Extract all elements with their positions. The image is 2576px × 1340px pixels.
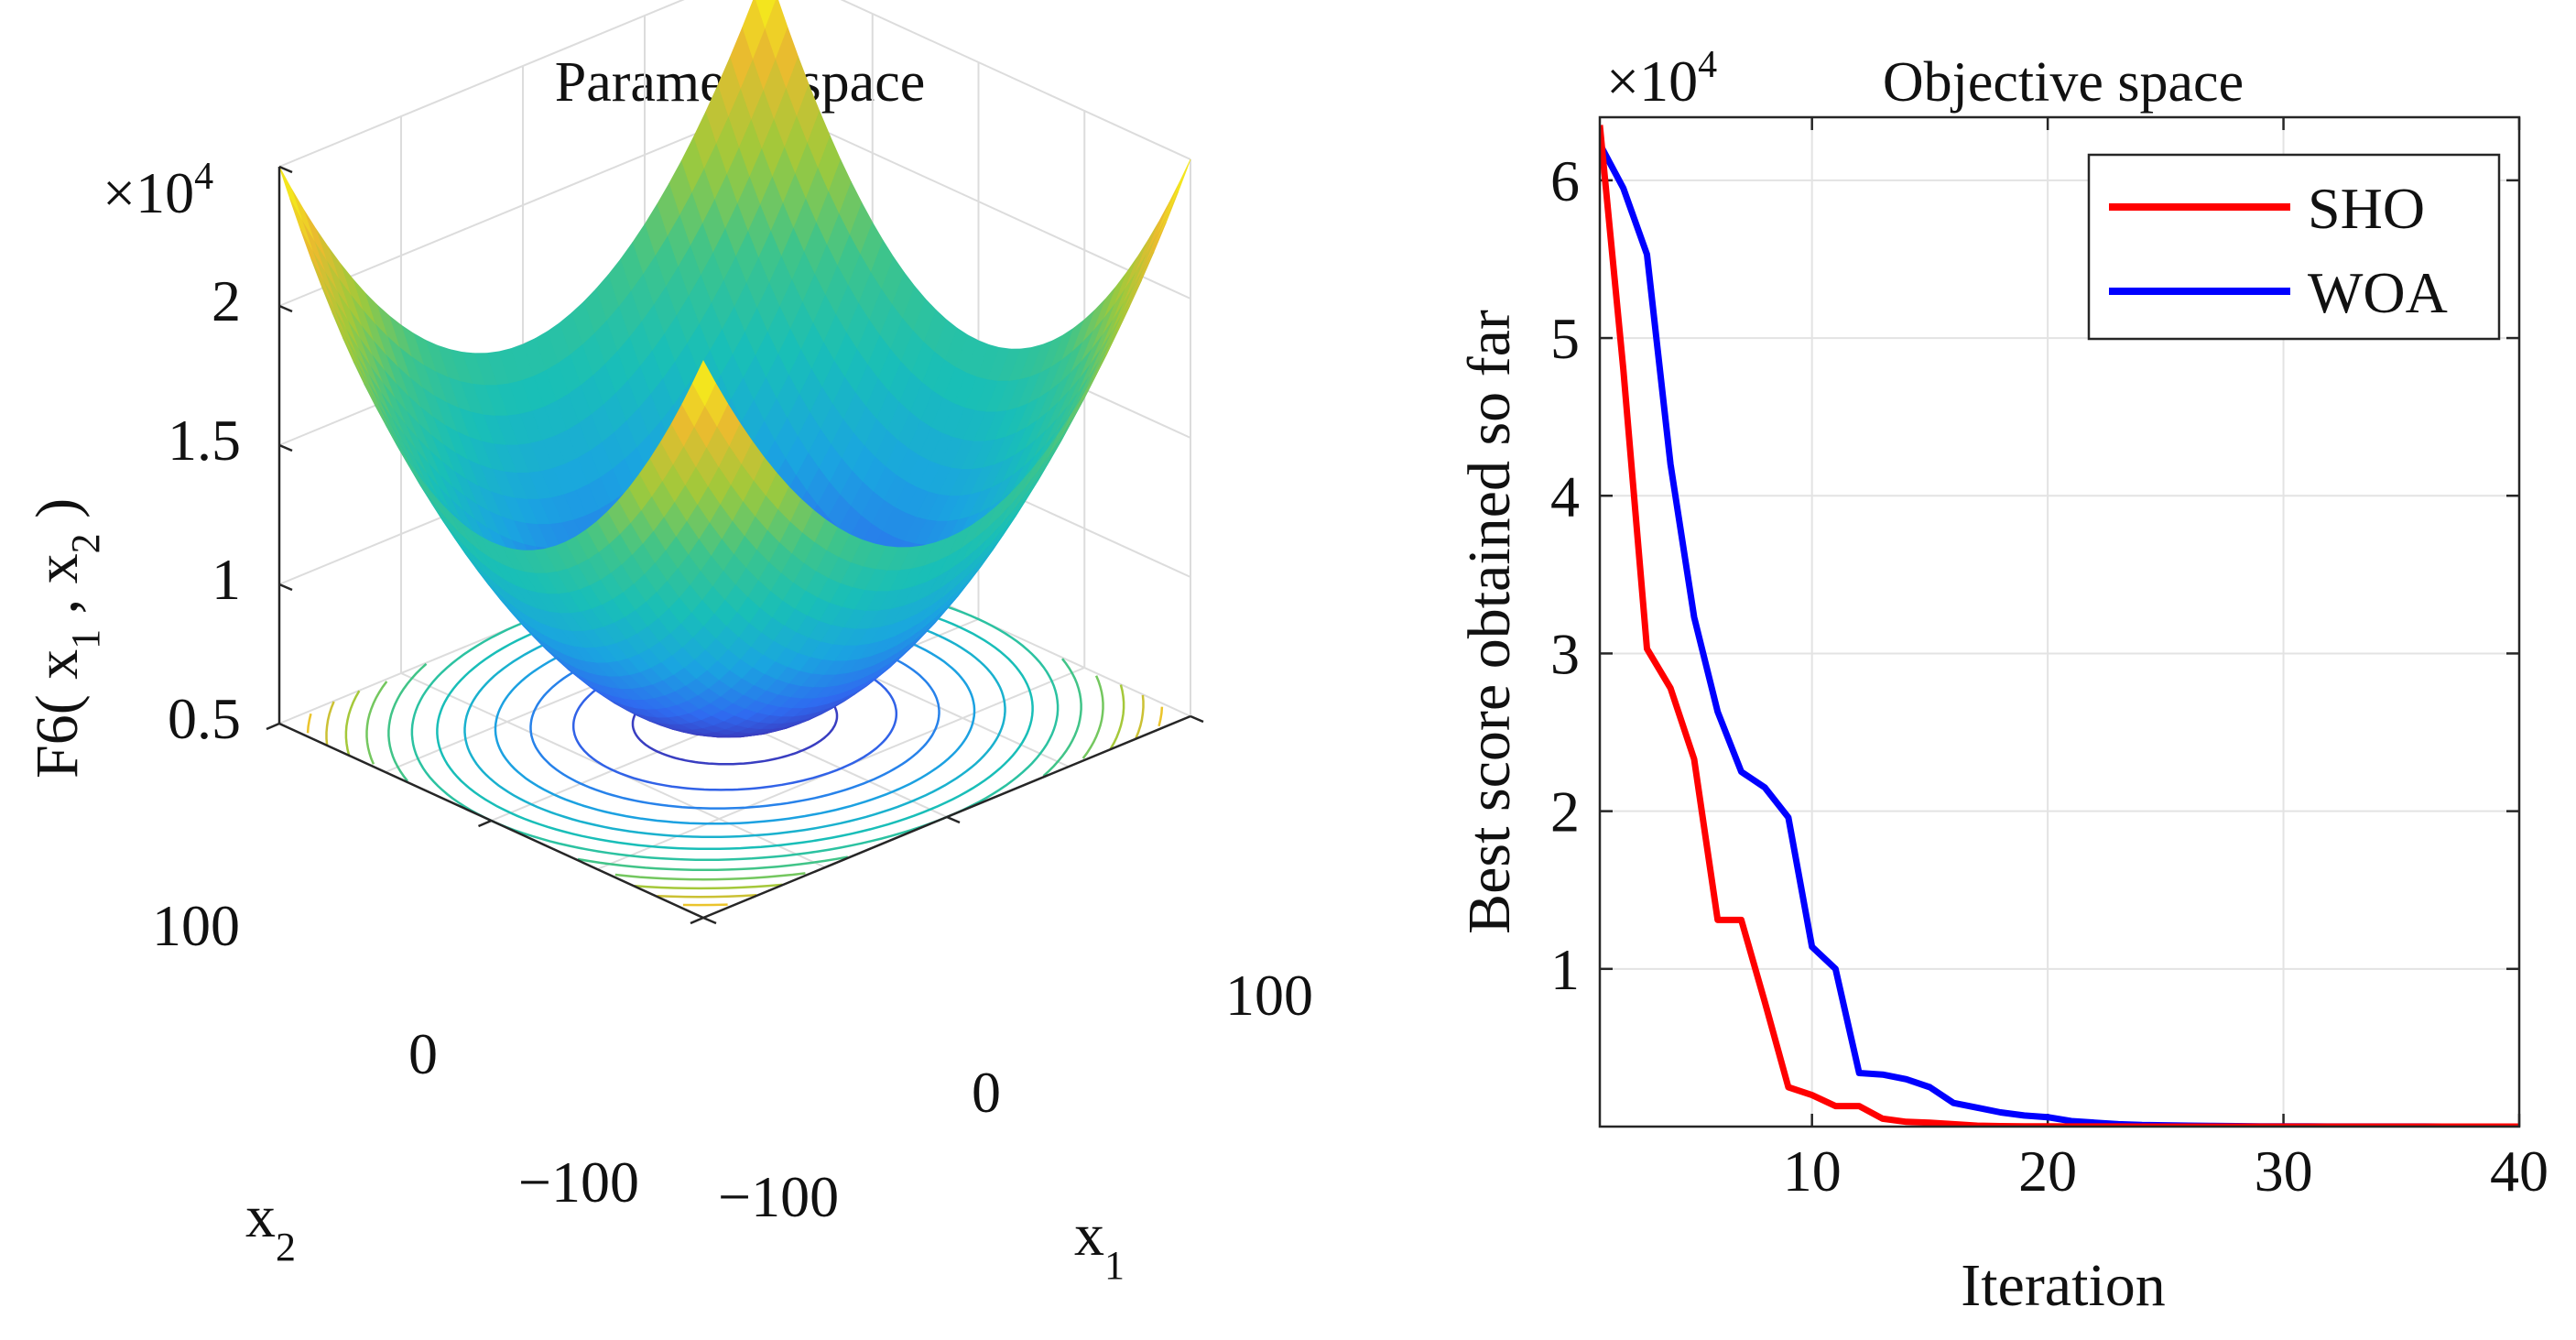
y-axis-label: Best score obtained so far bbox=[1456, 310, 1523, 934]
legend: SHO WOA bbox=[2087, 153, 2501, 341]
surface-z-axis-label: F6( x1 , x2 ) bbox=[24, 498, 108, 779]
y-tick-label: 1 bbox=[1550, 937, 1580, 1002]
surface-x2-tick-label: 0 bbox=[408, 1021, 438, 1086]
surface-patch bbox=[691, 360, 716, 407]
surface-x2-tick-label: −100 bbox=[518, 1149, 639, 1215]
surface-x2-tick-mark bbox=[478, 819, 492, 828]
surface-x2-axis-label: x2 bbox=[245, 1183, 296, 1269]
surface-z-tick-labels: 0.5 1 1.5 2 bbox=[168, 268, 241, 751]
line-chart-title: Objective space bbox=[1883, 51, 2244, 114]
surface-z-tick-label: 1 bbox=[212, 547, 241, 612]
y-tick-label: 2 bbox=[1550, 779, 1580, 844]
legend-label-sho: SHO bbox=[2308, 176, 2425, 241]
convergence-chart: Objective space ×104 1 2 3 4 5 6 10 20 30 40 Ite… bbox=[1456, 44, 2549, 1319]
y-tick-label: 3 bbox=[1550, 621, 1580, 686]
surface-axis-lines bbox=[266, 165, 1204, 925]
surface-x1-tick-mark bbox=[946, 815, 961, 824]
surface-x1-tick-mark bbox=[1190, 714, 1204, 724]
surface-patch bbox=[1157, 181, 1180, 235]
surface-x2-tick-labels: 100 0 −100 bbox=[152, 893, 639, 1215]
surface-z-tick-label: 0.5 bbox=[168, 686, 241, 751]
surface-z-tick-mark bbox=[278, 583, 293, 592]
surface-x1-axis-label: x1 bbox=[1074, 1202, 1125, 1288]
surface-patch bbox=[1146, 202, 1170, 255]
x-tick-label: 30 bbox=[2255, 1138, 2313, 1204]
surface-x1-tick-label: 100 bbox=[1225, 963, 1313, 1028]
surface-mesh bbox=[278, 0, 1191, 738]
surface-x2-tick-mark bbox=[266, 722, 280, 731]
y-tick-labels: 1 2 3 4 5 6 bbox=[1550, 148, 1580, 1002]
surface-x1-tick-label: 0 bbox=[972, 1060, 1001, 1125]
x-axis-label: Iteration bbox=[1961, 1252, 2166, 1319]
surface-z-tick-label: 1.5 bbox=[168, 408, 241, 473]
surface-z-tick-mark bbox=[278, 443, 293, 452]
x-tick-label: 20 bbox=[2018, 1138, 2077, 1204]
x-tick-label: 10 bbox=[1783, 1138, 1842, 1204]
y-tick-label: 4 bbox=[1550, 463, 1580, 528]
surface-z-tick-mark bbox=[278, 304, 293, 313]
surface-x1-tick-labels: −100 0 100 bbox=[718, 963, 1313, 1229]
surface-z-tick-mark bbox=[278, 165, 293, 174]
surface-patch bbox=[1167, 158, 1191, 214]
surface-x2-tick-label: 100 bbox=[152, 893, 240, 958]
surface-z-exponent: ×104 bbox=[103, 156, 213, 225]
legend-box bbox=[2087, 153, 2501, 341]
x-tick-label: 40 bbox=[2490, 1138, 2549, 1204]
surface-x1-tick-label: −100 bbox=[718, 1164, 839, 1229]
surface-grid-line bbox=[278, 0, 1191, 168]
legend-label-woa: WOA bbox=[2308, 260, 2448, 325]
surface-patch bbox=[278, 166, 303, 222]
surface-chart: Parameter space ×104 0.5 1 1.5 2 100 0 −… bbox=[24, 0, 1313, 1288]
line-chart-exponent: ×104 bbox=[1606, 44, 1717, 114]
plot-frame bbox=[1598, 115, 2521, 1128]
y-tick-label: 5 bbox=[1550, 306, 1580, 371]
x-tick-labels: 10 20 30 40 bbox=[1783, 1138, 2549, 1204]
surface-x2-tick-mark bbox=[690, 916, 704, 925]
surface-x1-tick-mark bbox=[702, 916, 717, 925]
surface-z-tick-label: 2 bbox=[212, 268, 241, 333]
y-tick-label: 6 bbox=[1550, 148, 1580, 213]
